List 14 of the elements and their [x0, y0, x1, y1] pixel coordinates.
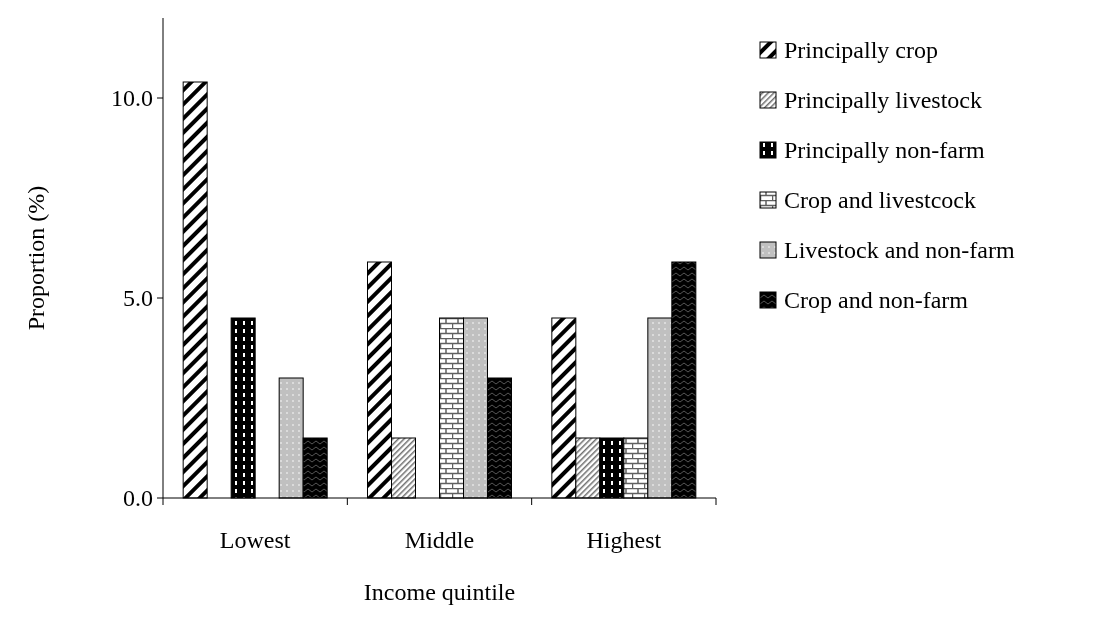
y-tick-label: 10.0: [111, 85, 153, 112]
legend-label: Principally non-farm: [784, 137, 985, 164]
legend-label: Principally crop: [784, 37, 938, 64]
legend-label: Principally livestock: [784, 87, 982, 114]
y-axis-title: Proportion (%): [23, 185, 49, 331]
legend-label: Crop and non-farm: [784, 287, 969, 314]
legend-label: Crop and livestcock: [784, 187, 976, 214]
x-tick-label: Highest: [586, 527, 662, 553]
x-tick-label: Lowest: [219, 527, 291, 553]
y-tick-label: 0.0: [123, 485, 153, 512]
legend-label: Livestock and non-farm: [784, 237, 1015, 264]
x-tick-label: Middle: [404, 527, 475, 553]
x-axis-title: Income quintile: [363, 579, 516, 605]
y-tick-label: 5.0: [123, 285, 153, 312]
